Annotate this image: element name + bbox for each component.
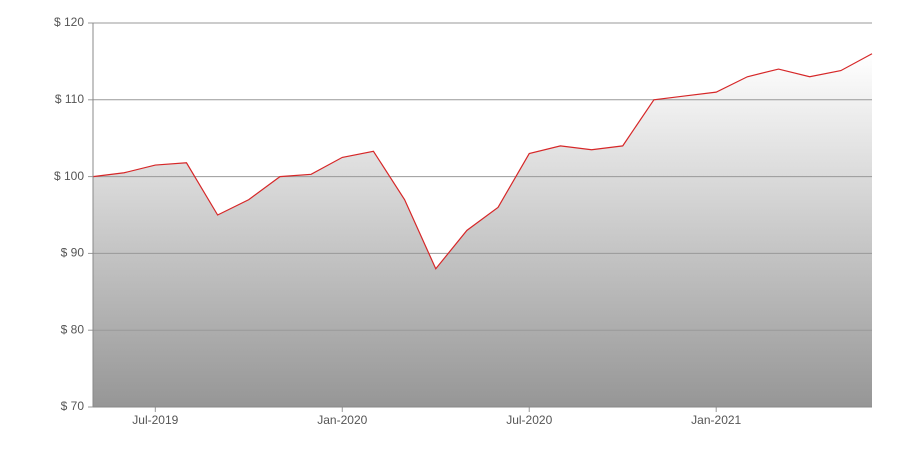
x-tick-label: Jan-2020 [317, 413, 367, 427]
line [92, 53, 873, 270]
plot-area: $ 70 $ 80 $ 90 $ 100 $ 110 $ 120 Jul-2019 Jan-2… [54, 15, 873, 427]
x-tick-label: Jan-2021 [691, 413, 741, 427]
x-tick-label: Jul-2020 [506, 413, 552, 427]
y-tick-label: $ 80 [61, 322, 85, 336]
y-tick-label: $ 70 [61, 399, 85, 413]
y-tick-label: $ 110 [55, 92, 84, 106]
area [93, 53, 872, 407]
y-tick-label: $ 100 [54, 169, 84, 183]
y-tick-label: $ 120 [54, 15, 84, 29]
y-tick-label: $ 90 [61, 246, 85, 260]
x-tick-label: Jul-2019 [132, 413, 178, 427]
